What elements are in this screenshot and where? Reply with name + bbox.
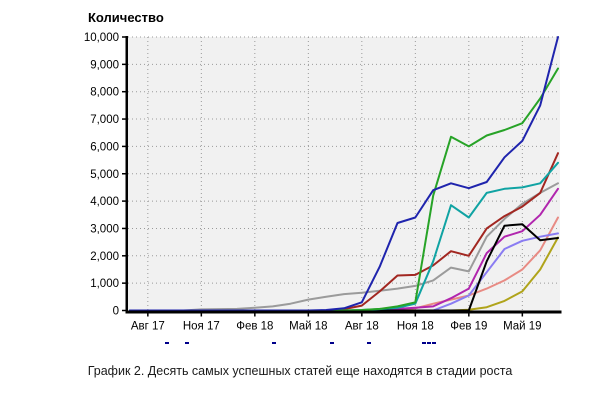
y-tick-label: 10,000	[84, 32, 119, 44]
y-tick-label: 8,000	[90, 87, 119, 99]
x-tick-label: Авг 18	[345, 321, 379, 333]
x-tick-label: Май 19	[503, 321, 542, 333]
y-tick-label: 6,000	[90, 141, 119, 153]
chart-caption: График 2. Десять самых успешных статей е…	[87, 364, 513, 378]
chart-title: Количество	[88, 10, 164, 25]
y-tick-label: 2,000	[90, 251, 119, 263]
clipped-legend-mark	[165, 342, 169, 344]
line-series-gray	[129, 182, 559, 312]
x-axis	[125, 310, 562, 314]
clipped-legend-row	[0, 0, 600, 344]
x-tick-label: Фев 18	[236, 321, 273, 333]
growth-chart-svg: 0 1,000 2,000 3,000 4,000 5,000 6,000 7,000 8,00…	[84, 32, 562, 333]
y-tick-label: 7,000	[90, 114, 119, 126]
x-tick-label: Фев 19	[450, 321, 487, 333]
clipped-legend-mark	[432, 342, 436, 344]
y-axis	[125, 36, 128, 314]
y-tick-label: 9,000	[90, 59, 119, 71]
y-tick-label: 0	[113, 306, 119, 318]
clipped-legend-mark	[330, 342, 334, 344]
x-tick-label: Ноя 17	[183, 321, 220, 333]
y-tick-label: 4,000	[90, 196, 119, 208]
clipped-legend-mark	[272, 342, 276, 344]
clipped-legend-mark	[185, 342, 189, 344]
clipped-legend-mark	[367, 342, 371, 344]
y-tick-label: 3,000	[90, 223, 119, 235]
clipped-legend-mark	[427, 342, 431, 344]
y-tick-label: 1,000	[90, 278, 119, 290]
x-tick-label: Авг 17	[131, 321, 165, 333]
clipped-legend-mark	[422, 342, 426, 344]
x-tick-label: Май 18	[289, 321, 328, 333]
y-tick-label: 5,000	[90, 169, 119, 181]
x-tick-label: Ноя 18	[397, 321, 434, 333]
